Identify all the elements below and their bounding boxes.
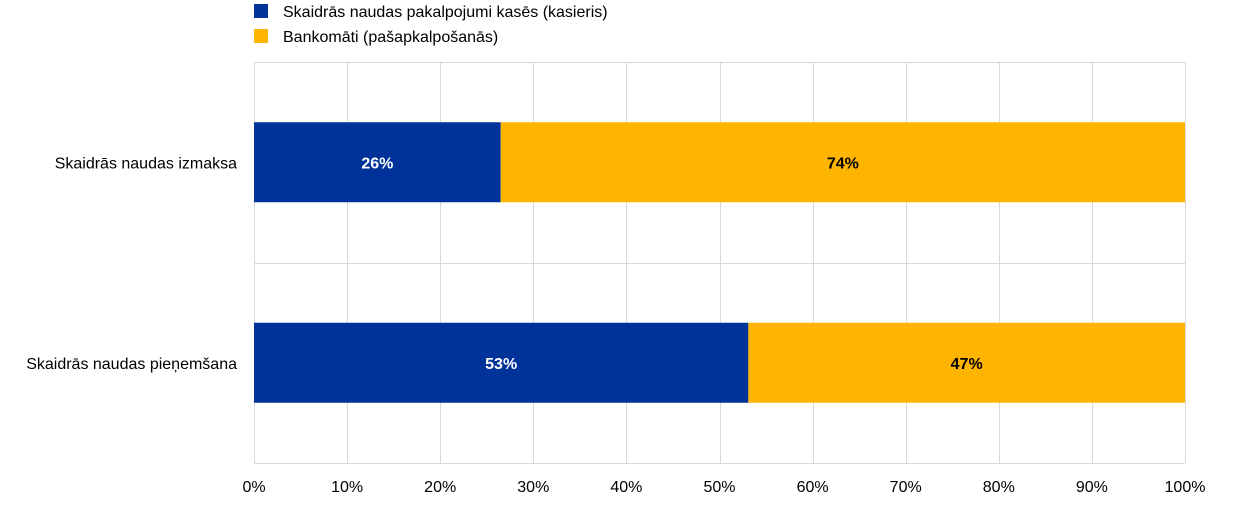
x-tick-label-4: 40% <box>610 479 642 496</box>
x-tick-label-7: 70% <box>890 479 922 496</box>
category-label-1: Skaidrās naudas pieņemšana <box>26 356 237 373</box>
x-tick-label-5: 50% <box>703 479 735 496</box>
x-tick-label-9: 90% <box>1076 479 1108 496</box>
x-tick-label-8: 80% <box>983 479 1015 496</box>
legend: Skaidrās naudas pakalpojumi kasēs (kasie… <box>254 4 608 46</box>
category-axis-labels: Skaidrās naudas izmaksa Skaidrās naudas p… <box>26 155 237 373</box>
legend-swatch-1 <box>254 29 268 43</box>
legend-label-1: Bankomāti (pašapkalpošanās) <box>283 29 498 46</box>
data-label-0-series-0: 26% <box>361 155 393 172</box>
x-tick-label-6: 60% <box>797 479 829 496</box>
data-label-1-series-0: 53% <box>485 356 517 373</box>
data-label-0-series-1: 74% <box>827 155 859 172</box>
category-label-0: Skaidrās naudas izmaksa <box>55 155 237 172</box>
legend-label-0: Skaidrās naudas pakalpojumi kasēs (kasie… <box>283 4 608 21</box>
data-label-1-series-1: 47% <box>951 356 983 373</box>
gridlines <box>254 62 1186 464</box>
x-tick-label-0: 0% <box>242 479 265 496</box>
bar-labels: 26% 74% 53% 47% <box>361 155 982 373</box>
bar-1-series-0 <box>254 322 749 403</box>
bar-0-series-0 <box>254 122 501 203</box>
bar-1-series-1 <box>748 322 1185 403</box>
x-tick-label-1: 10% <box>331 479 363 496</box>
bars <box>254 122 1186 403</box>
bar-0-series-1 <box>500 122 1186 203</box>
x-tick-label-2: 20% <box>424 479 456 496</box>
x-tick-label-3: 30% <box>517 479 549 496</box>
legend-swatch-0 <box>254 4 268 18</box>
x-tick-label-10: 100% <box>1165 479 1206 496</box>
value-axis-labels: 0% 10% 20% 30% 40% 50% 60% 70% 80% 90% 100% <box>242 479 1205 496</box>
